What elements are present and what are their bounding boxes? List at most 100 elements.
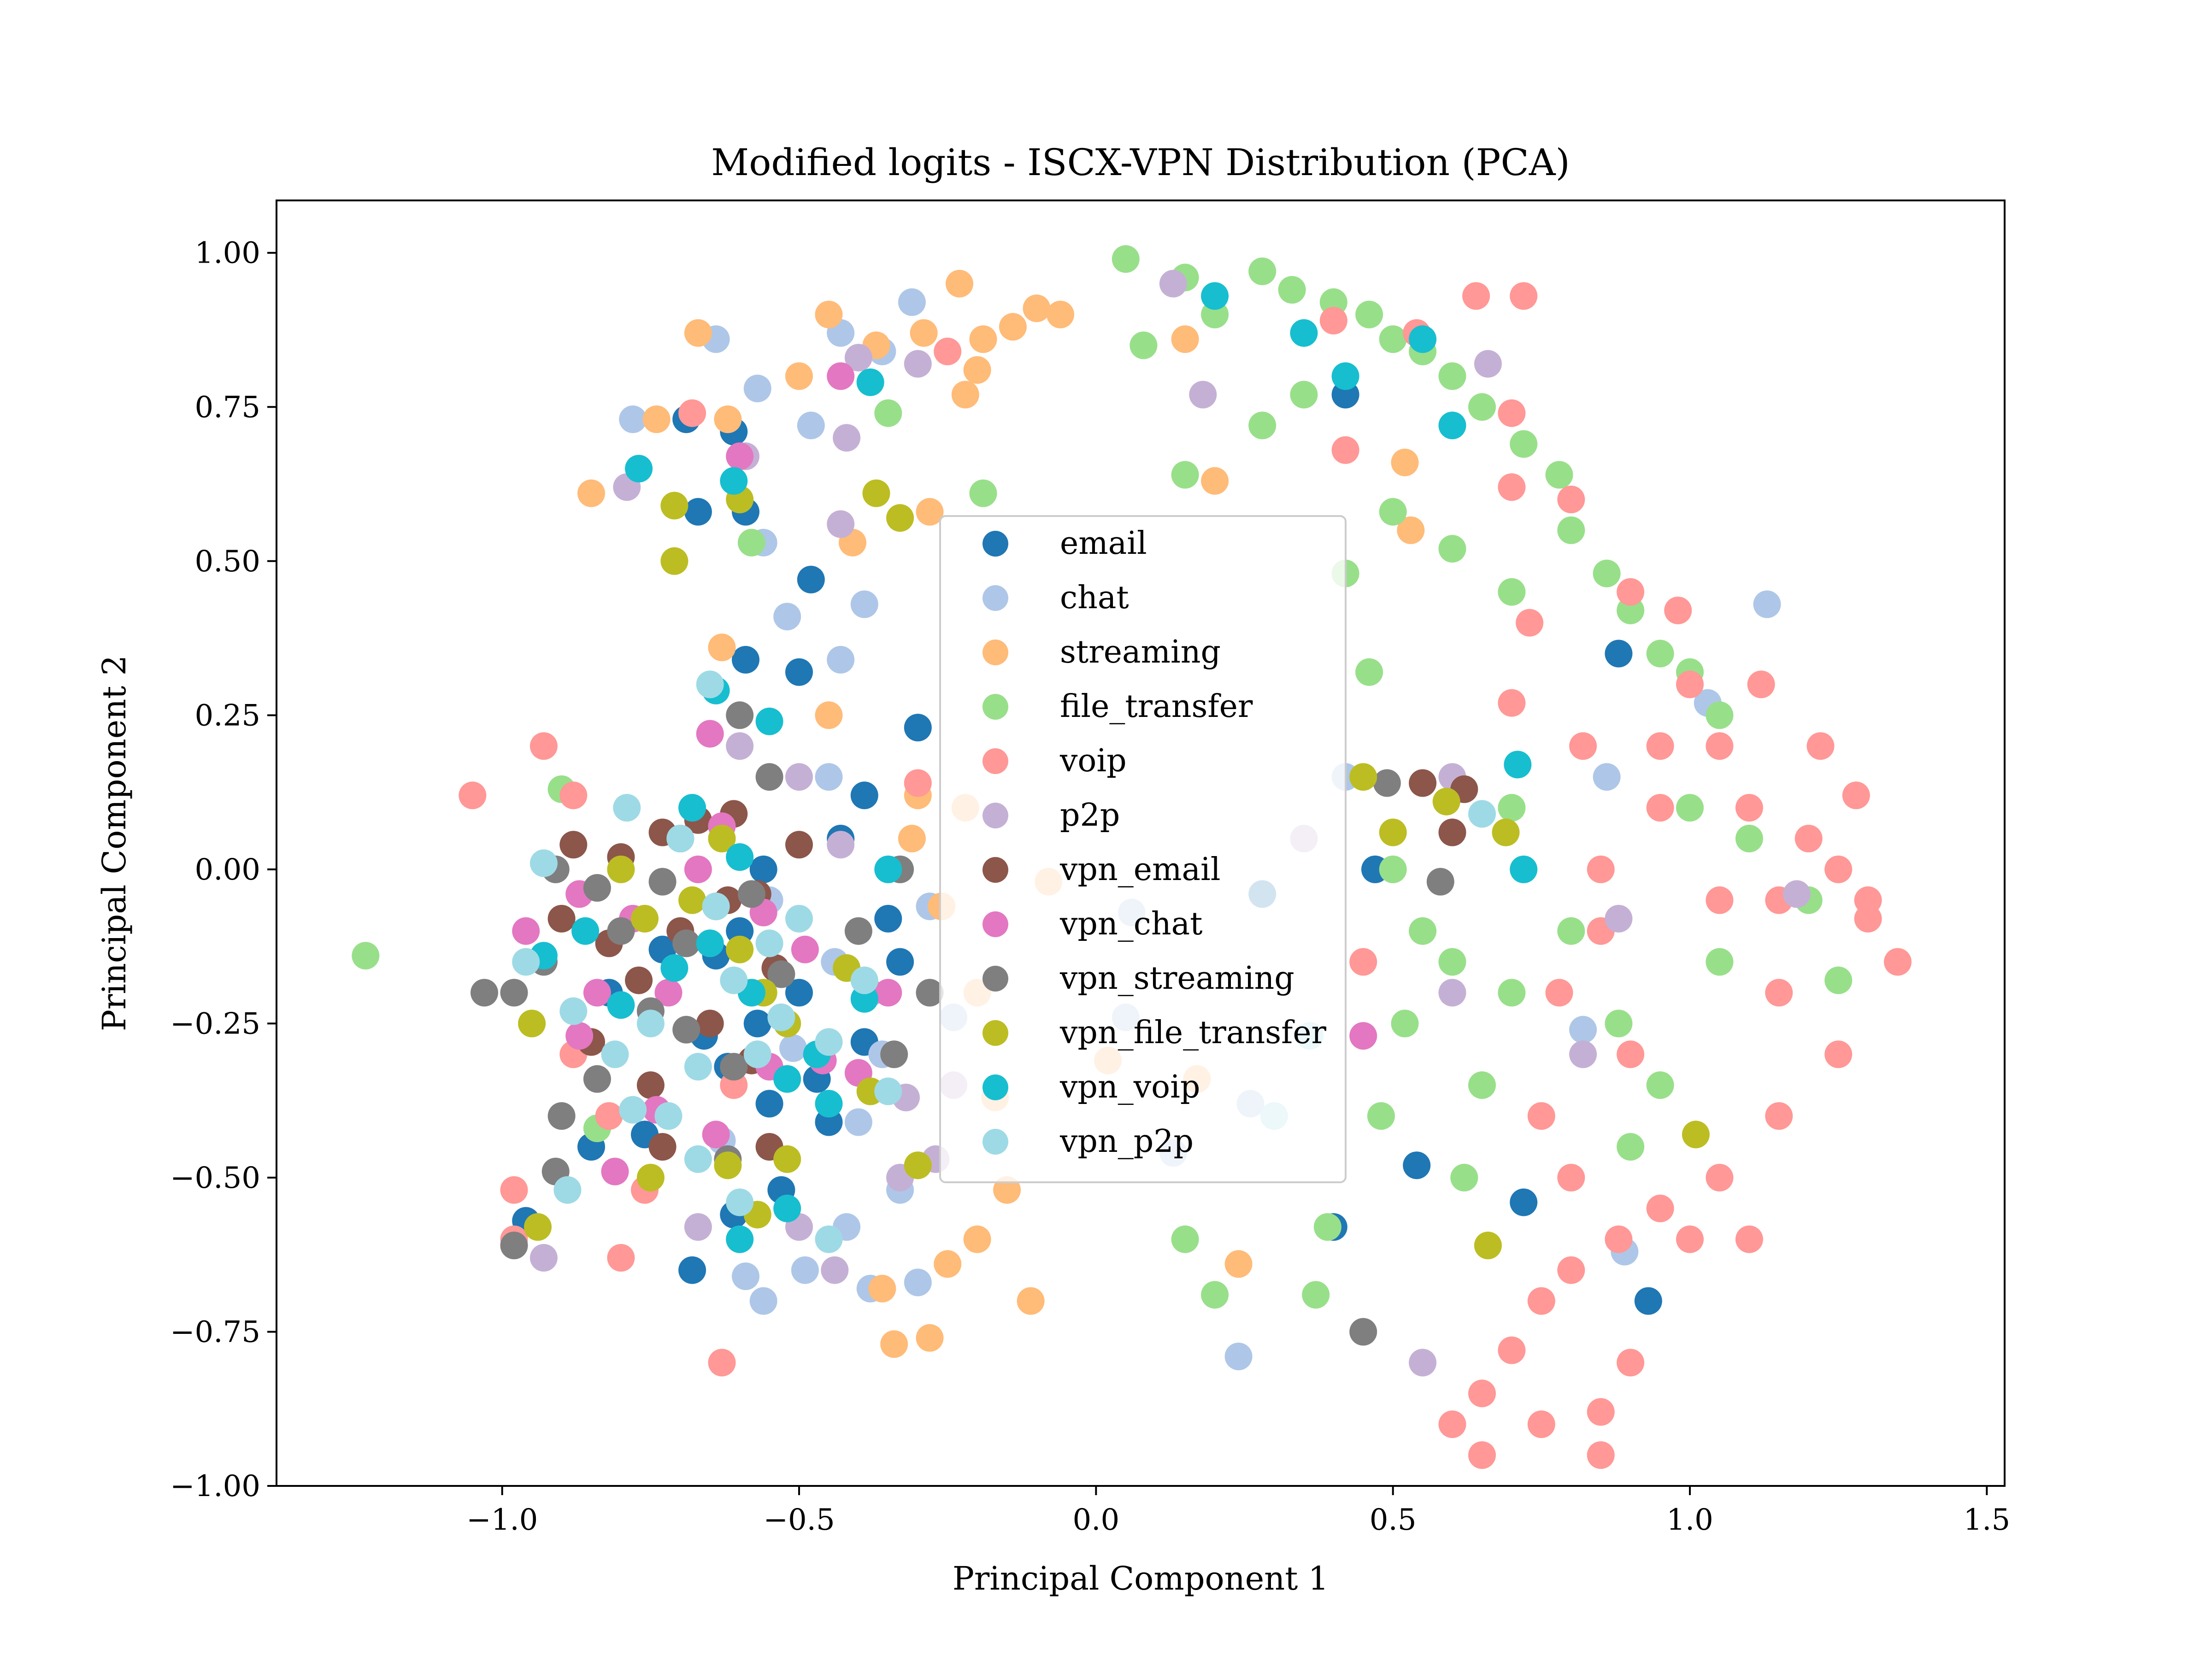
data-point <box>1842 781 1870 810</box>
data-point <box>529 1244 558 1272</box>
data-point <box>1349 763 1377 791</box>
data-point <box>1510 282 1538 310</box>
legend-entry: vpn_p2p <box>982 1123 1194 1160</box>
data-point <box>1474 350 1502 378</box>
data-point <box>1438 411 1466 440</box>
data-point <box>1409 917 1437 945</box>
data-point <box>726 1188 754 1216</box>
data-point <box>720 1053 748 1081</box>
data-point <box>815 701 843 729</box>
x-axis-label: Principal Component 1 <box>953 1560 1329 1597</box>
data-point <box>886 504 914 532</box>
data-point <box>1379 325 1407 353</box>
legend-marker <box>982 694 1008 720</box>
data-point <box>1290 381 1318 409</box>
data-point <box>678 399 706 427</box>
data-point <box>1409 1349 1437 1377</box>
data-point <box>1023 294 1051 323</box>
data-point <box>1617 1133 1645 1161</box>
data-point <box>547 904 576 933</box>
data-point <box>815 1028 843 1056</box>
data-point <box>1753 590 1781 618</box>
data-point <box>1130 331 1158 359</box>
data-point <box>714 405 742 433</box>
data-point <box>1569 1015 1597 1044</box>
data-point <box>559 997 588 1025</box>
data-point <box>684 1145 712 1173</box>
data-point <box>1605 640 1633 668</box>
data-point <box>874 1077 902 1105</box>
data-point <box>1706 948 1734 976</box>
data-point <box>636 1010 665 1038</box>
legend-label: vpn_email <box>1059 851 1221 888</box>
data-point <box>785 979 813 1007</box>
data-point <box>844 917 872 945</box>
data-point <box>607 917 635 945</box>
data-point <box>749 855 777 883</box>
data-point <box>1605 1225 1633 1253</box>
data-point <box>518 1010 546 1038</box>
series-streaming <box>577 270 1425 1358</box>
data-point <box>654 1102 682 1130</box>
data-point <box>708 825 736 852</box>
data-point <box>1824 966 1853 994</box>
data-point <box>1646 640 1674 668</box>
data-point <box>726 1225 754 1253</box>
data-point <box>951 381 979 409</box>
data-point <box>1349 948 1377 976</box>
legend-label: vpn_chat <box>1059 906 1203 942</box>
data-point <box>1474 1232 1502 1260</box>
data-point <box>529 732 558 760</box>
data-point <box>660 492 688 520</box>
data-point <box>1516 609 1544 637</box>
data-point <box>1438 362 1466 390</box>
data-point <box>1438 818 1466 846</box>
data-point <box>684 1053 712 1081</box>
data-point <box>1545 461 1573 489</box>
data-point <box>631 904 659 933</box>
data-point <box>785 904 813 933</box>
data-point <box>1498 578 1526 606</box>
data-point <box>720 966 748 994</box>
legend-marker <box>982 911 1008 937</box>
data-point <box>352 942 380 970</box>
data-point <box>708 1349 736 1377</box>
data-point <box>1527 1287 1555 1315</box>
data-point <box>595 1102 623 1130</box>
data-point <box>827 646 855 674</box>
x-tick-label: −0.5 <box>763 1503 835 1537</box>
y-tick-label: 0.50 <box>195 545 261 579</box>
legend-label: file_transfer <box>1060 688 1253 725</box>
data-point <box>684 855 712 883</box>
x-tick-label: 1.5 <box>1963 1503 2010 1537</box>
data-point <box>1498 473 1526 501</box>
data-point <box>1646 794 1674 822</box>
data-point <box>827 510 855 538</box>
data-point <box>1646 732 1674 760</box>
data-point <box>1224 1250 1253 1278</box>
data-point <box>583 874 611 902</box>
data-point <box>1403 1151 1431 1180</box>
data-point <box>1379 818 1407 846</box>
data-point <box>1527 1410 1555 1438</box>
data-point <box>459 781 487 810</box>
data-point <box>743 375 771 403</box>
data-point <box>785 831 813 859</box>
data-point <box>1794 825 1823 852</box>
data-point <box>1248 411 1277 440</box>
legend-entry: vpn_email <box>982 851 1221 888</box>
data-point <box>1438 979 1466 1007</box>
data-point <box>850 966 878 994</box>
data-point <box>696 1010 724 1038</box>
data-point <box>916 1324 944 1352</box>
legend-marker <box>982 748 1008 774</box>
data-point <box>898 288 926 316</box>
data-point <box>1676 670 1704 698</box>
data-point <box>1510 1188 1538 1216</box>
legend-label: email <box>1060 525 1147 562</box>
legend-label: vpn_p2p <box>1059 1123 1194 1160</box>
data-point <box>844 344 872 372</box>
data-point <box>666 825 694 852</box>
data-point <box>910 319 938 347</box>
data-point <box>619 1096 647 1124</box>
